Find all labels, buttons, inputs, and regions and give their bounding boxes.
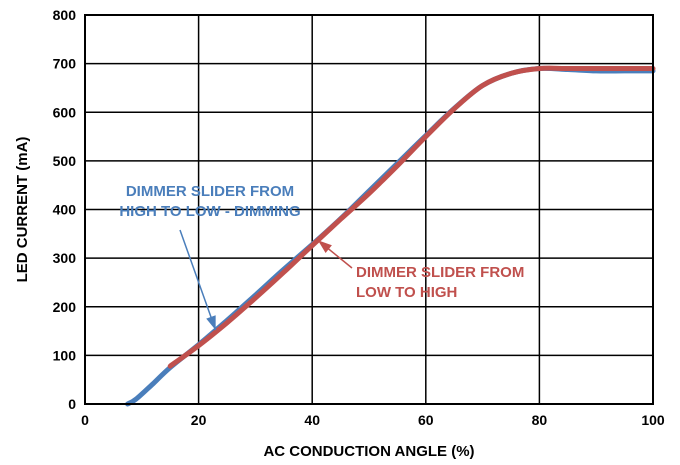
x-tick-label: 80 (532, 412, 548, 428)
annotation-label: LOW TO HIGH (356, 284, 457, 301)
x-axis-label: AC CONDUCTION ANGLE (%) (263, 443, 474, 460)
annotation-arrow-line (179, 229, 217, 331)
x-tick-label: 0 (81, 412, 89, 428)
plot-frame (84, 14, 654, 405)
annotations: DIMMER SLIDER FROM HIGH TO LOW - DIMMING D… (119, 183, 524, 331)
y-tick-label: 0 (68, 396, 76, 412)
x-tick-label: 20 (191, 412, 207, 428)
x-tick-label: 40 (304, 412, 320, 428)
annotation-label: DIMMER SLIDER FROM (126, 183, 294, 200)
tick-labels: 0 20 40 60 80 100 0 100 200 300 400 500 600 700 800 (53, 7, 665, 428)
series-line-low-to-high (167, 65, 656, 369)
y-tick-label: 200 (53, 299, 77, 315)
y-tick-label: 400 (53, 202, 77, 218)
y-tick-label: 100 (53, 347, 77, 363)
x-tick-label: 100 (641, 412, 665, 428)
x-tick-label: 60 (418, 412, 434, 428)
y-tick-label: 600 (53, 104, 77, 120)
annotation-arrowhead (317, 240, 332, 253)
y-tick-label: 700 (53, 56, 77, 72)
series-group (125, 65, 656, 407)
y-axis-label: LED CURRENT (mA) (14, 137, 31, 283)
annotation-arrowhead (206, 315, 216, 331)
annotation-label: DIMMER SLIDER FROM (356, 264, 524, 281)
y-tick-label: 500 (53, 153, 77, 169)
annotation-label: HIGH TO LOW - DIMMING (119, 203, 300, 220)
y-tick-label: 300 (53, 250, 77, 266)
y-tick-label: 800 (53, 7, 77, 23)
